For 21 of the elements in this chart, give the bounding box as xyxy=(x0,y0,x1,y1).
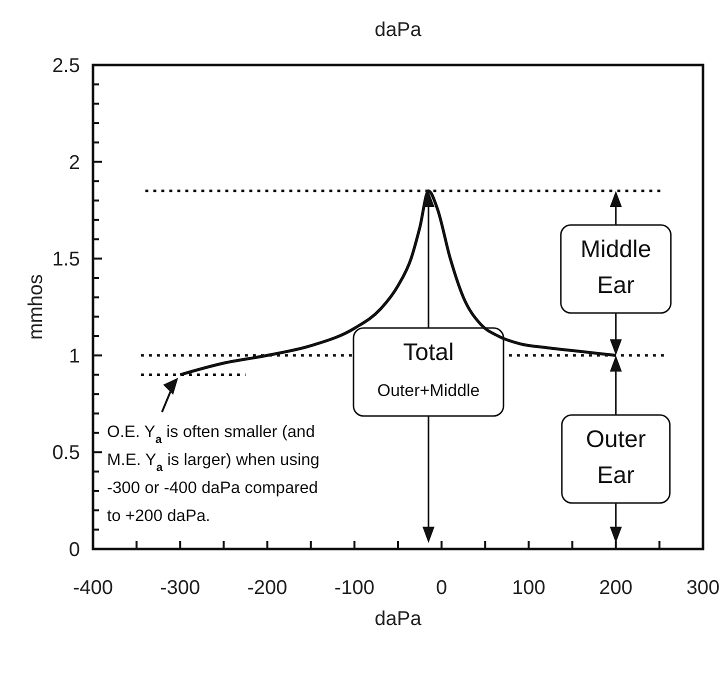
x-tick-label: -200 xyxy=(247,577,288,599)
x-tick-label: -300 xyxy=(160,577,200,599)
annotation: O.E. Y$_{a}$ is often smaller (and M.E. Y$_{a}$ is larger) when using -300 or -400 daPa compared to +200 daPa. xyxy=(107,423,320,525)
annotation: Middle Ear xyxy=(580,236,652,299)
y-tick-label: 2 xyxy=(68,152,80,174)
x-tick-label: 0 xyxy=(436,577,448,599)
x-tick-label: 100 xyxy=(512,577,546,599)
y-tick-label: 1.5 xyxy=(52,248,80,271)
x-tick-label: 200 xyxy=(599,577,633,599)
x-axis-title: daPa xyxy=(374,608,422,630)
y-tick-label: 0 xyxy=(68,539,80,561)
x-tick-label: -100 xyxy=(334,577,374,599)
chart-title: daPa xyxy=(374,19,422,41)
annotation: Total Outer+Middle xyxy=(377,339,480,400)
x-tick-label: -400 xyxy=(72,577,114,599)
y-tick-label: 0.5 xyxy=(52,442,80,464)
y-tick-label: 2.5 xyxy=(52,55,80,77)
y-tick-label: 1 xyxy=(68,345,80,368)
annotation: Outer Ear xyxy=(586,426,646,489)
x-tick-label: 300 xyxy=(686,577,720,599)
y-axis-title: mmhos xyxy=(25,274,47,340)
